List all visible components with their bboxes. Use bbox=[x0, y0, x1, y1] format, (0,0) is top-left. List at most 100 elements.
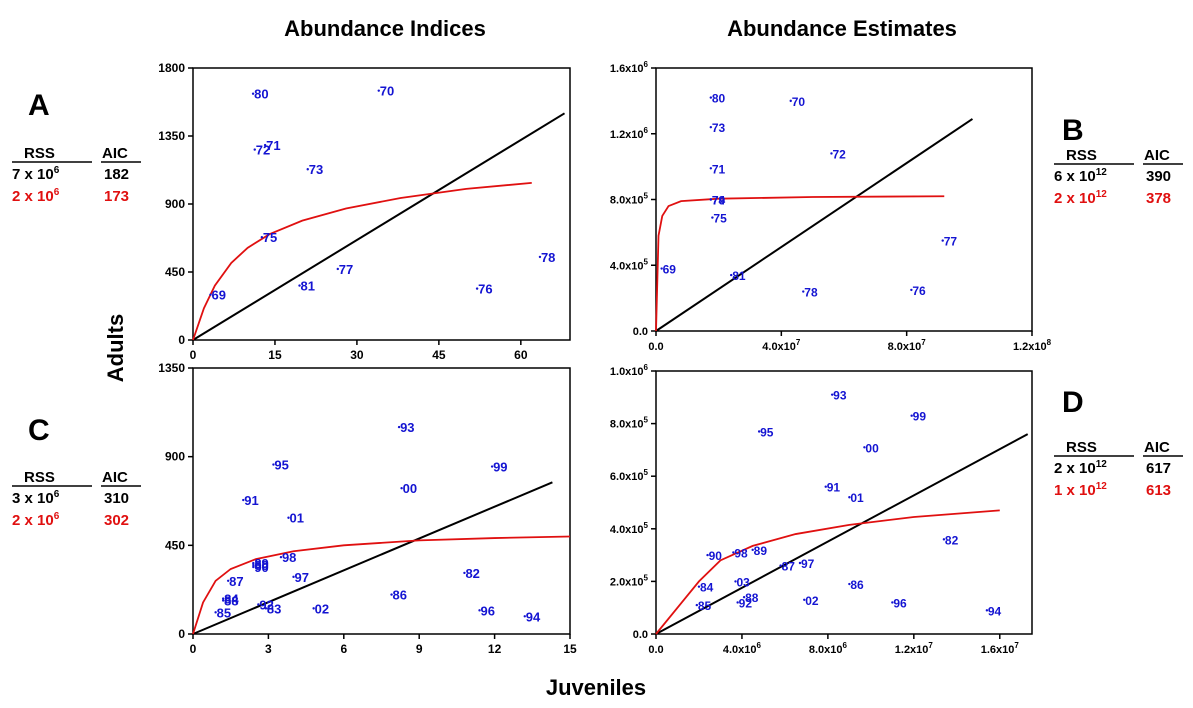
y-tick-label: 450 bbox=[165, 538, 185, 552]
data-point bbox=[257, 603, 260, 606]
data-point bbox=[336, 267, 339, 271]
data-point-label: 69 bbox=[211, 288, 225, 303]
data-point bbox=[253, 148, 256, 151]
data-point bbox=[789, 99, 792, 103]
data-point bbox=[463, 571, 466, 575]
x-tick-label: 4.0x107 bbox=[762, 338, 801, 353]
x-tick-label: 30 bbox=[350, 348, 364, 362]
plot-panel-b: 0.0 4.0x107 8.0x107 1.2x108 0.0 4.0x105 8.0x10… bbox=[610, 60, 1052, 353]
data-point-label: 93 bbox=[400, 420, 414, 435]
data-point-label: 78 bbox=[804, 286, 818, 300]
data-point bbox=[260, 236, 264, 239]
data-point bbox=[711, 216, 714, 219]
data-point bbox=[848, 496, 851, 499]
linear-fit-line bbox=[655, 433, 1029, 635]
y-tick-label: 900 bbox=[165, 450, 185, 464]
x-tick-label: 1.2x108 bbox=[1013, 338, 1052, 353]
data-point-label: 00 bbox=[865, 441, 879, 455]
data-point-label: 70 bbox=[380, 84, 394, 99]
aic-value: 378 bbox=[1146, 190, 1171, 207]
aic-header: AIC bbox=[102, 145, 128, 162]
data-point bbox=[221, 597, 225, 600]
y-tick-label: 0 bbox=[178, 627, 185, 641]
plot-frame bbox=[655, 370, 1033, 635]
aic-value: 390 bbox=[1146, 168, 1171, 185]
y-tick-label: 1350 bbox=[158, 361, 185, 375]
data-point-label: 91 bbox=[827, 481, 841, 495]
rss-header: RSS bbox=[24, 469, 55, 486]
data-point bbox=[803, 598, 806, 602]
data-point-label: 84 bbox=[700, 581, 714, 595]
data-point-label: 88 bbox=[224, 594, 238, 609]
data-point-label: 73 bbox=[309, 162, 323, 177]
data-point-label: 75 bbox=[713, 212, 727, 226]
y-tick-label: 8.0x105 bbox=[610, 416, 649, 431]
data-point bbox=[709, 167, 713, 170]
panels-layer: 0 15 30 45 600450900135018006970717273757677… bbox=[158, 60, 1051, 656]
panel-letter: A bbox=[28, 89, 50, 122]
rss-value: 7 x 106 bbox=[12, 165, 60, 183]
data-point-label: 90 bbox=[254, 560, 268, 575]
curve-fit-line bbox=[192, 181, 532, 341]
data-point-label: 94 bbox=[988, 604, 1002, 618]
x-tick-label: 12 bbox=[488, 642, 502, 656]
data-point bbox=[848, 582, 851, 586]
data-point bbox=[279, 555, 283, 559]
stats-block-c: C RSS AIC 3 x 106 310 2 x 106 302 bbox=[12, 414, 141, 529]
data-point bbox=[251, 92, 255, 95]
x-tick-label: 15 bbox=[563, 642, 577, 656]
data-point-label: 85 bbox=[698, 599, 712, 613]
rss-value: 2 x 106 bbox=[12, 511, 60, 529]
rss-value: 2 x 106 bbox=[12, 187, 60, 205]
data-point-label: 03 bbox=[736, 575, 750, 589]
y-tick-label: 4.0x105 bbox=[610, 521, 649, 536]
data-point-label: 01 bbox=[850, 491, 864, 505]
x-tick-label: 8.0x107 bbox=[888, 338, 927, 353]
data-point bbox=[242, 498, 245, 502]
data-point-label: 92 bbox=[259, 597, 273, 612]
y-tick-label: 0 bbox=[178, 333, 185, 347]
data-point bbox=[263, 143, 267, 147]
y-tick-label: 900 bbox=[165, 197, 185, 211]
data-point bbox=[824, 485, 827, 488]
y-tick-label: 1.6x106 bbox=[610, 60, 649, 75]
data-point-label: 72 bbox=[832, 147, 846, 161]
data-point-label: 98 bbox=[734, 546, 748, 560]
panel-letter: C bbox=[28, 414, 50, 447]
data-point-label: 93 bbox=[833, 389, 847, 403]
data-point bbox=[400, 486, 403, 490]
y-tick-label: 2.0x105 bbox=[610, 573, 649, 588]
rss-header: RSS bbox=[1066, 147, 1097, 164]
y-tick-label: 1350 bbox=[158, 129, 185, 143]
y-axis-label: Adults bbox=[103, 314, 128, 382]
y-tick-label: 1.2x106 bbox=[610, 126, 649, 141]
data-point bbox=[742, 595, 746, 599]
panel-letter: B bbox=[1062, 114, 1084, 147]
data-point bbox=[523, 615, 526, 618]
plot-panel-d: 0.0 4.0x106 8.0x106 1.2x107 1.6x107 0.0 2.0x10… bbox=[610, 363, 1033, 656]
data-point bbox=[377, 89, 380, 92]
data-point bbox=[287, 516, 290, 519]
data-point-label: 75 bbox=[263, 230, 277, 245]
x-axis-label: Juveniles bbox=[546, 675, 646, 700]
data-point bbox=[695, 603, 699, 607]
data-point-label: 82 bbox=[945, 533, 959, 547]
data-point bbox=[221, 599, 225, 602]
x-tick-label: 0 bbox=[190, 348, 197, 362]
curve-fit-line bbox=[655, 195, 945, 332]
data-point-label: 99 bbox=[493, 460, 507, 475]
data-point bbox=[830, 393, 834, 396]
curve-fit-line bbox=[655, 509, 1000, 635]
x-tick-label: 1.2x107 bbox=[895, 641, 934, 656]
data-point-label: 76 bbox=[478, 282, 492, 297]
linear-fit-line bbox=[192, 481, 553, 635]
data-point bbox=[732, 551, 735, 554]
data-point-label: 84 bbox=[224, 592, 239, 607]
linear-fit-line bbox=[192, 112, 566, 341]
data-point-label: 86 bbox=[393, 588, 407, 603]
y-tick-label: 450 bbox=[165, 265, 185, 279]
data-point-label: 80 bbox=[254, 87, 268, 102]
y-tick-label: 6.0x105 bbox=[610, 468, 649, 483]
